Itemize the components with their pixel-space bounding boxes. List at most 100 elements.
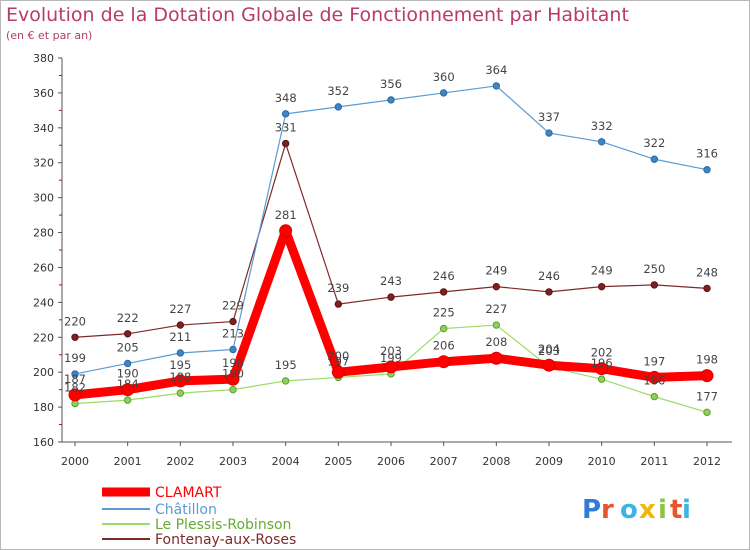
data-label: 222 [117,311,139,325]
x-tick-label: 2010 [588,455,616,468]
data-point-CLAMART [700,369,714,383]
logo-letter: t [670,495,682,525]
data-label: 197 [643,354,665,368]
data-point-CLAMART [226,372,240,386]
data-point-Fontenay-aux-Roses [71,333,79,341]
data-point-CLAMART [489,351,503,365]
data-point-Châtillon [71,370,79,378]
data-point-Fontenay-aux-Roses [281,139,290,148]
data-label: 205 [117,340,139,354]
logo-letter: r [601,495,614,525]
data-label: 182 [64,381,86,395]
legend-label: CLAMART [155,485,222,501]
data-label: 199 [380,351,402,365]
data-point-CLAMART [121,383,135,397]
data-point-Le Plessis-Robinson [597,375,606,383]
x-tick-label: 2005 [324,455,352,468]
chart-subtitle: (en € et par an) [6,29,92,42]
data-label: 229 [222,299,244,313]
data-point-Châtillon [176,349,185,357]
legend-label: Fontenay-aux-Roses [155,532,296,548]
data-point-Le Plessis-Robinson [281,377,290,385]
data-point-Châtillon [650,155,659,163]
y-tick-label: 340 [33,122,54,135]
data-point-Le Plessis-Robinson [650,392,659,401]
data-label: 364 [485,63,507,77]
data-point-Châtillon [492,82,501,90]
data-point-Fontenay-aux-Roses [334,300,343,308]
data-point-Le Plessis-Robinson [439,324,448,333]
data-label: 198 [696,353,718,367]
data-point-CLAMART [437,355,451,369]
x-tick-label: 2003 [219,455,247,468]
x-tick-label: 2000 [61,455,89,468]
y-tick-label: 280 [33,227,54,240]
data-label: 177 [696,389,718,403]
data-label: 316 [696,147,718,161]
data-point-CLAMART [384,360,398,374]
data-point-Le Plessis-Robinson [176,389,185,397]
data-point-Châtillon [281,110,290,118]
data-label: 208 [485,335,507,349]
data-point-Le Plessis-Robinson [703,408,711,417]
data-label: 188 [169,370,191,384]
data-label: 199 [64,351,86,365]
data-label: 186 [643,374,665,388]
y-tick-label: 240 [33,296,54,309]
data-label: 337 [538,110,560,124]
data-label: 250 [643,262,665,276]
data-label: 203 [380,344,402,358]
data-label: 220 [64,314,86,328]
logo-letter: x [639,495,656,525]
data-point-Châtillon [334,103,343,111]
data-label: 213 [222,326,244,340]
data-label: 195 [169,358,191,372]
legend-label: Le Plessis-Robinson [155,517,291,533]
data-label: 322 [643,136,665,150]
data-point-Châtillon [703,166,711,174]
y-tick-label: 360 [33,87,54,100]
data-label: 249 [485,264,507,278]
data-point-CLAMART [68,388,82,402]
data-label: 190 [222,367,244,381]
data-point-CLAMART [331,365,345,379]
data-label: 187 [64,372,86,386]
data-label: 227 [169,302,191,316]
y-tick-label: 180 [33,401,54,414]
data-point-Fontenay-aux-Roses [176,321,185,329]
data-point-CLAMART [279,224,293,238]
data-label: 204 [538,342,560,356]
data-label: 332 [591,119,613,133]
x-tick-label: 2004 [272,455,300,468]
data-point-Fontenay-aux-Roses [229,317,237,326]
data-label: 190 [117,367,139,381]
y-tick-label: 200 [33,366,54,379]
x-tick-label: 2001 [114,455,142,468]
y-tick-label: 300 [33,192,54,205]
logo-letter: o [620,495,638,525]
x-tick-label: 2012 [693,455,721,468]
data-label: 352 [327,84,349,98]
data-label: 211 [169,330,191,344]
legend-label: Châtillon [155,502,217,518]
x-tick-label: 2002 [166,455,194,468]
data-point-CLAMART [647,370,661,384]
data-point-Fontenay-aux-Roses [703,284,711,293]
data-label: 203 [538,344,560,358]
data-point-Fontenay-aux-Roses [650,281,659,289]
data-label: 331 [275,121,297,135]
data-point-Fontenay-aux-Roses [492,282,501,291]
data-label: 195 [275,358,297,372]
data-point-Fontenay-aux-Roses [597,282,606,291]
x-tick-label: 2008 [482,455,510,468]
data-label: 227 [485,302,507,316]
data-label: 281 [275,208,297,222]
data-label: 249 [591,264,613,278]
data-label: 196 [591,356,613,370]
data-label: 360 [433,70,455,84]
logo-letter: i [682,495,691,525]
data-point-CLAMART [542,358,556,372]
data-label: 196 [222,356,244,370]
x-tick-label: 2009 [535,455,563,468]
